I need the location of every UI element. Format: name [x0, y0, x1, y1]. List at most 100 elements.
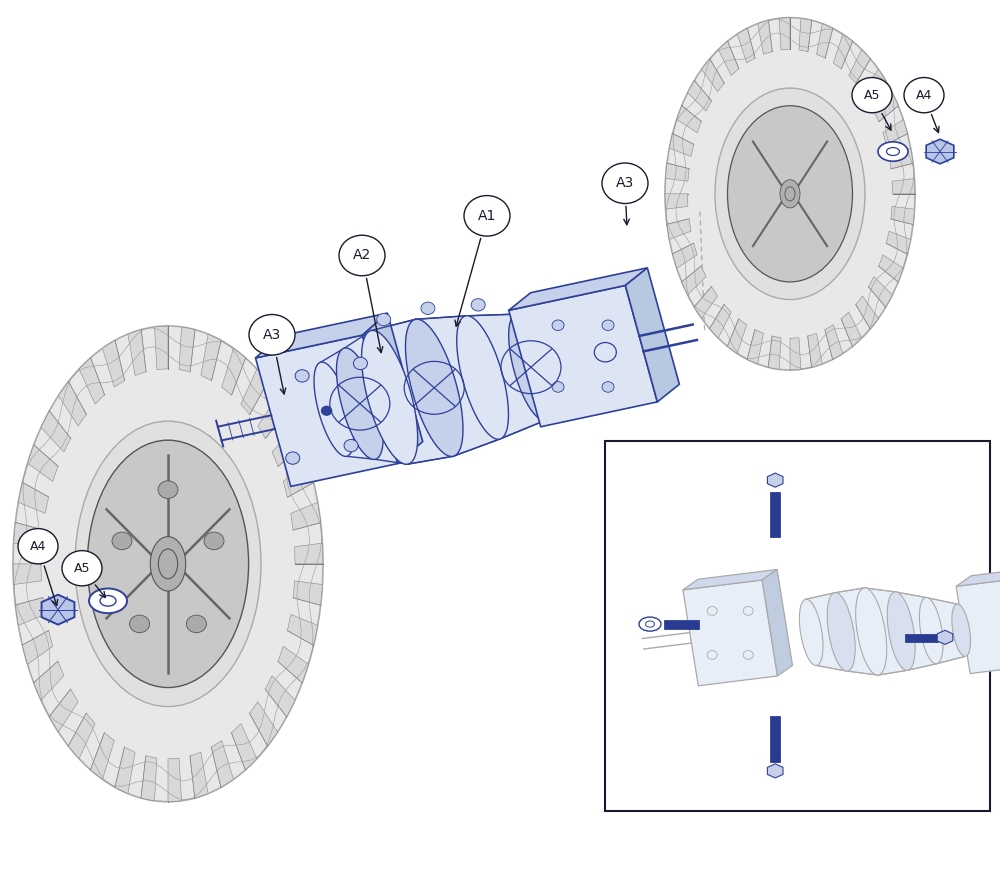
Polygon shape: [265, 676, 295, 717]
Polygon shape: [190, 752, 208, 798]
Polygon shape: [926, 139, 954, 164]
Text: A2: A2: [353, 248, 371, 263]
Circle shape: [552, 320, 564, 330]
Polygon shape: [287, 614, 318, 645]
Polygon shape: [371, 319, 453, 464]
Circle shape: [421, 302, 435, 315]
Polygon shape: [825, 325, 843, 359]
Text: A1: A1: [478, 209, 496, 223]
Polygon shape: [362, 313, 423, 463]
Polygon shape: [42, 595, 74, 625]
Polygon shape: [665, 194, 688, 209]
Circle shape: [464, 196, 510, 236]
Polygon shape: [115, 747, 135, 794]
Polygon shape: [41, 411, 71, 452]
Circle shape: [186, 615, 206, 633]
Text: A3: A3: [616, 176, 634, 190]
Circle shape: [552, 381, 564, 392]
Polygon shape: [293, 581, 322, 605]
Polygon shape: [15, 597, 45, 626]
Polygon shape: [516, 314, 595, 420]
Polygon shape: [790, 337, 801, 370]
Polygon shape: [58, 381, 86, 426]
Polygon shape: [806, 593, 847, 671]
Circle shape: [204, 532, 224, 550]
Circle shape: [112, 532, 132, 550]
Circle shape: [62, 551, 102, 586]
Polygon shape: [869, 277, 892, 307]
Circle shape: [471, 299, 485, 311]
Polygon shape: [891, 206, 915, 225]
Polygon shape: [665, 163, 689, 181]
Polygon shape: [919, 597, 943, 663]
Ellipse shape: [728, 106, 852, 282]
Polygon shape: [68, 714, 95, 759]
Polygon shape: [14, 522, 43, 547]
Polygon shape: [673, 243, 697, 269]
Polygon shape: [682, 266, 706, 295]
Polygon shape: [758, 20, 772, 55]
Polygon shape: [102, 340, 125, 387]
Text: A4: A4: [30, 540, 46, 552]
Polygon shape: [718, 41, 739, 76]
Text: A5: A5: [864, 89, 880, 101]
Ellipse shape: [665, 18, 915, 370]
Polygon shape: [669, 134, 694, 157]
Circle shape: [322, 406, 332, 415]
Ellipse shape: [780, 180, 800, 208]
Ellipse shape: [639, 617, 661, 631]
Polygon shape: [13, 564, 41, 585]
Polygon shape: [241, 369, 268, 414]
Ellipse shape: [785, 187, 795, 201]
Polygon shape: [141, 756, 157, 801]
Polygon shape: [168, 759, 182, 802]
Polygon shape: [250, 702, 278, 746]
Polygon shape: [179, 327, 195, 372]
Polygon shape: [509, 314, 553, 420]
Polygon shape: [466, 315, 546, 439]
Polygon shape: [22, 631, 53, 664]
Polygon shape: [799, 19, 812, 51]
Polygon shape: [799, 599, 823, 665]
Polygon shape: [841, 312, 862, 346]
Polygon shape: [232, 723, 257, 770]
Polygon shape: [862, 70, 886, 101]
Polygon shape: [18, 483, 49, 514]
Circle shape: [594, 343, 616, 362]
Bar: [770, 716, 780, 762]
Ellipse shape: [89, 589, 127, 613]
Ellipse shape: [75, 421, 261, 707]
Polygon shape: [625, 268, 679, 402]
Polygon shape: [737, 28, 755, 63]
Polygon shape: [457, 315, 508, 440]
Circle shape: [295, 370, 309, 382]
Polygon shape: [694, 286, 718, 318]
Bar: [605, 440, 990, 811]
Polygon shape: [952, 604, 971, 656]
Polygon shape: [362, 330, 418, 464]
Polygon shape: [728, 319, 747, 353]
Polygon shape: [34, 662, 64, 700]
Ellipse shape: [646, 621, 654, 627]
Polygon shape: [883, 119, 907, 144]
Polygon shape: [28, 445, 58, 481]
Bar: [905, 633, 938, 641]
Text: A3: A3: [263, 328, 281, 342]
Ellipse shape: [100, 596, 116, 606]
Polygon shape: [336, 348, 383, 459]
Polygon shape: [256, 335, 398, 486]
Text: A4: A4: [916, 89, 932, 101]
Polygon shape: [222, 348, 246, 395]
Circle shape: [344, 440, 358, 452]
Polygon shape: [895, 592, 937, 670]
Polygon shape: [762, 569, 792, 676]
Polygon shape: [405, 319, 463, 456]
Polygon shape: [702, 59, 724, 92]
Polygon shape: [314, 362, 354, 456]
Polygon shape: [79, 358, 104, 404]
Polygon shape: [258, 396, 287, 439]
Polygon shape: [272, 427, 302, 466]
Polygon shape: [808, 333, 822, 367]
Polygon shape: [154, 326, 168, 369]
Ellipse shape: [715, 88, 865, 300]
